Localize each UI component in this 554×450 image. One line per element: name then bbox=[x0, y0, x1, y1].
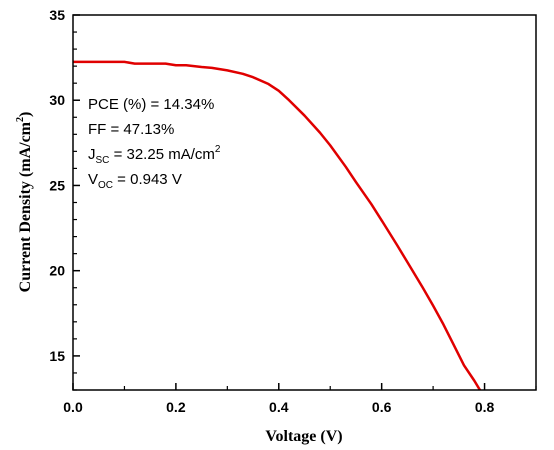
y-axis-title: Current Density (mA/cm2) bbox=[15, 112, 34, 293]
x-axis-title: Voltage (V) bbox=[265, 428, 342, 445]
x-tick-label: 0.0 bbox=[63, 399, 83, 415]
annotation-voc-sub: OC bbox=[98, 180, 113, 191]
y-tick-label: 20 bbox=[49, 263, 65, 279]
y-axis-title-sup: 2 bbox=[15, 117, 26, 122]
y-tick-label: 25 bbox=[49, 177, 65, 193]
annotation-voc: VOC = 0.943 V bbox=[88, 171, 182, 191]
x-tick-label: 0.2 bbox=[166, 399, 186, 415]
jv-curve-line bbox=[73, 60, 482, 390]
y-tick-label: 30 bbox=[49, 92, 65, 108]
annotation-voc-rest: = 0.943 V bbox=[113, 171, 182, 188]
annotation-jsc-rest: = 32.25 mA/cm bbox=[109, 146, 214, 163]
annotation-ff: FF = 47.13% bbox=[88, 121, 174, 138]
plot-frame bbox=[72, 14, 537, 391]
x-tick-label: 0.4 bbox=[269, 399, 289, 415]
x-tick-label: 0.6 bbox=[372, 399, 392, 415]
annotation-pce: PCE (%) = 14.34% bbox=[88, 96, 214, 113]
y-axis-title-main: Current Density (mA/cm bbox=[17, 121, 34, 292]
y-axis-title-close: ) bbox=[17, 112, 34, 117]
x-axis-ticks: 0.0 0.2 0.4 0.6 0.8 bbox=[63, 383, 537, 415]
x-tick-label: 0.8 bbox=[475, 399, 495, 415]
y-tick-label: 35 bbox=[49, 7, 65, 23]
annotation-jsc-sub: SC bbox=[96, 155, 110, 166]
annotation-voc-base: V bbox=[88, 171, 98, 188]
annotation-jsc-sup: 2 bbox=[215, 144, 221, 155]
y-axis-ticks: 15 20 25 30 35 bbox=[49, 7, 80, 391]
annotation-jsc-base: J bbox=[88, 146, 96, 163]
y-tick-label: 15 bbox=[49, 348, 65, 364]
annotation-jsc: JSC = 32.25 mA/cm2 bbox=[88, 144, 221, 166]
